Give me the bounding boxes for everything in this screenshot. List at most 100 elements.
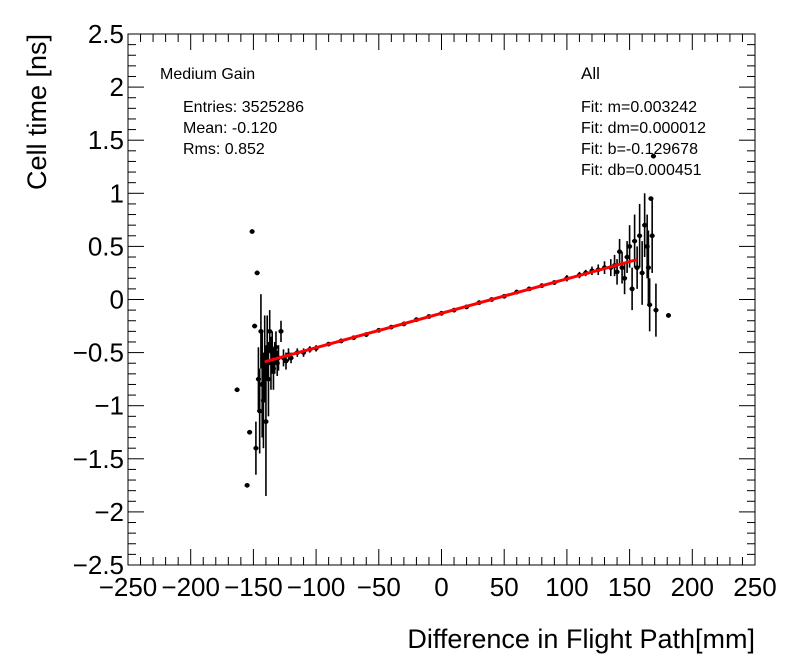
fit-slope-error: Fit: dm=0.000012: [581, 120, 706, 137]
marker: [234, 387, 240, 393]
y-tick-label: −2.5: [73, 550, 124, 580]
data-point: [622, 262, 628, 295]
data-point: [637, 203, 643, 268]
x-tick-labels: −250 −200 −150 −100 −50 0 50 100 150 200 250: [99, 572, 777, 602]
marker: [653, 307, 659, 313]
marker: [288, 355, 294, 361]
marker: [622, 275, 627, 281]
stats-mean: Mean: -0.120: [183, 120, 277, 137]
fit-intercept: Fit: b=-0.129678: [581, 141, 698, 158]
data-point: [257, 368, 263, 454]
x-tick-label: −200: [161, 572, 220, 602]
x-tick-label: 100: [545, 572, 588, 602]
marker: [614, 269, 620, 275]
x-tick-label: −150: [224, 572, 283, 602]
y-tick-label: −1: [94, 391, 124, 421]
marker: [252, 323, 258, 329]
data-point: [267, 310, 273, 353]
data-point: [263, 347, 269, 496]
marker: [651, 153, 656, 159]
data-point: [617, 238, 623, 265]
marker: [283, 358, 289, 364]
marker: [247, 429, 253, 435]
marker: [637, 233, 643, 239]
y-tick-label: −2: [94, 497, 124, 527]
marker: [244, 482, 250, 488]
y-tick-label: 2.5: [88, 19, 124, 49]
data-point: [265, 341, 271, 417]
data-point: [649, 198, 655, 273]
marker: [639, 270, 645, 276]
x-tick-label: 50: [490, 572, 519, 602]
marker: [634, 265, 640, 271]
data-point: [278, 320, 284, 342]
x-tick-label: 150: [608, 572, 651, 602]
fit-slope: Fit: m=0.003242: [581, 99, 697, 116]
axis-ticks: [127, 33, 756, 566]
x-tick-label: −250: [99, 572, 158, 602]
y-tick-label: 0.5: [88, 231, 124, 261]
x-tick-label: 0: [434, 572, 448, 602]
marker: [273, 344, 279, 350]
fit-intercept-error: Fit: db=0.000451: [581, 162, 702, 179]
y-tick-label: −0.5: [73, 338, 124, 368]
data-point: [253, 421, 259, 475]
marker: [647, 302, 653, 308]
x-tick-label: −100: [287, 572, 346, 602]
marker: [266, 376, 271, 382]
data-point: [639, 241, 645, 305]
data-point: [244, 482, 250, 488]
data-point: [234, 387, 240, 393]
data-point: [634, 246, 640, 289]
data-point: [645, 230, 651, 305]
y-tick-label: 0: [110, 285, 124, 315]
marker: [629, 286, 635, 292]
data-point: [650, 153, 656, 159]
marker: [666, 313, 671, 318]
data-point: [647, 278, 653, 332]
data-point: [247, 429, 253, 435]
marker: [249, 229, 255, 234]
marker: [617, 249, 622, 255]
data-point: [614, 259, 620, 285]
data-point: [642, 193, 648, 258]
marker: [253, 445, 259, 451]
x-tick-label: −50: [357, 572, 401, 602]
data-point: [252, 323, 258, 329]
marker: [257, 408, 263, 414]
data-point: [653, 283, 659, 337]
marker: [624, 254, 630, 260]
y-tick-label: −1.5: [73, 444, 124, 474]
y-tick-label: 1.5: [88, 125, 124, 155]
data-point: [249, 229, 255, 234]
marker: [646, 265, 651, 271]
marker: [254, 270, 260, 276]
stats-entries: Entries: 3525286: [183, 99, 304, 116]
marker: [649, 233, 655, 239]
x-tick-label: 250: [733, 572, 776, 602]
y-tick-label: 2: [110, 72, 124, 102]
marker: [627, 244, 632, 249]
marker: [619, 265, 625, 271]
marker: [632, 238, 638, 244]
data-point: [629, 267, 635, 311]
plot-frame: [127, 33, 756, 566]
category-label: All: [581, 64, 600, 83]
y-axis-title: Cell time [ns]: [22, 34, 52, 190]
gain-label: Medium Gain: [160, 66, 255, 83]
data-point: [665, 313, 671, 318]
data-point: [619, 251, 625, 284]
x-tick-label: 200: [671, 572, 714, 602]
y-tick-label: 1: [110, 178, 124, 208]
data-point: [254, 270, 260, 276]
marker: [263, 419, 269, 425]
fit-line: [264, 258, 638, 363]
y-tick-labels: −2.5 −2 −1.5 −1 −0.5 0 0.5 1 1.5 2 2.5: [73, 19, 124, 580]
marker: [267, 328, 273, 334]
marker: [642, 222, 648, 228]
x-axis-title: Difference in Flight Path[mm]: [407, 624, 755, 654]
marker: [278, 328, 284, 334]
stats-rms: Rms: 0.852: [183, 141, 265, 158]
